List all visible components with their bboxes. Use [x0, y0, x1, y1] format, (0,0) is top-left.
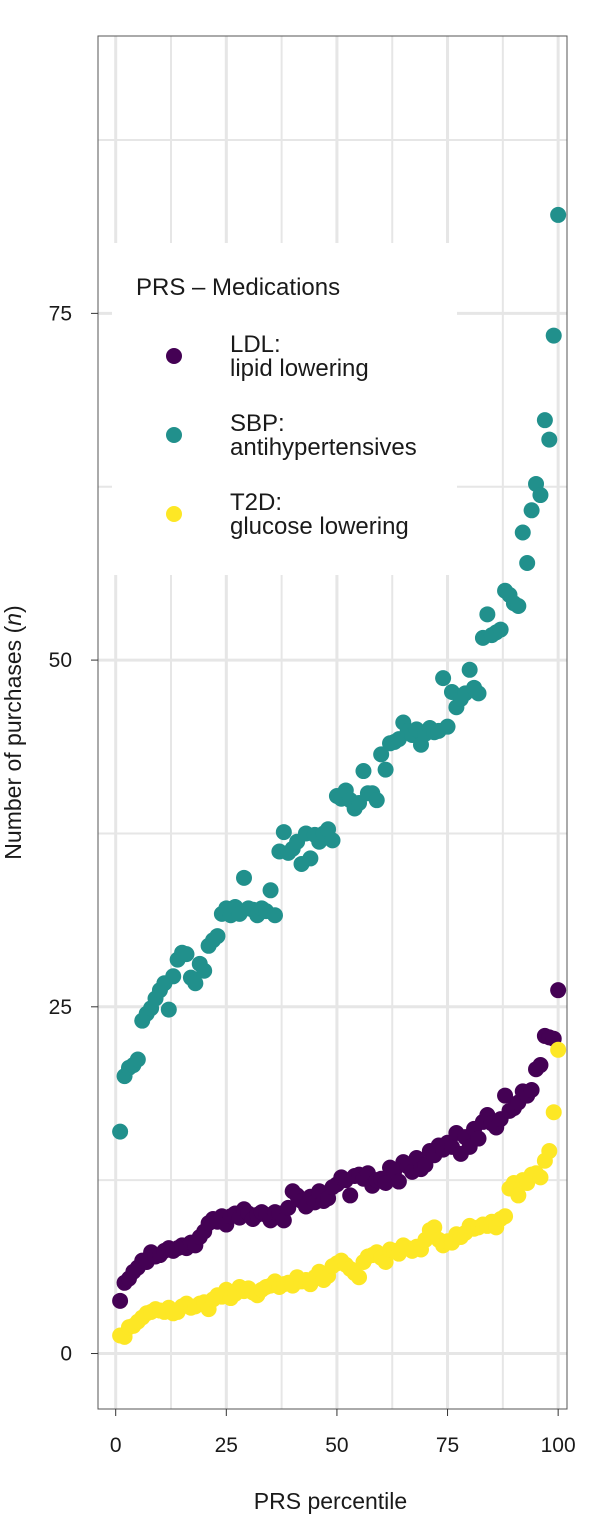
data-point — [373, 746, 390, 763]
data-points — [112, 206, 567, 1345]
data-point — [275, 824, 292, 841]
legend-label-t2d-line1: T2D: — [230, 489, 282, 516]
data-point — [368, 792, 385, 809]
data-point — [377, 761, 394, 778]
legend-label-sbp-line2: antihypertensives — [230, 434, 417, 461]
data-point — [112, 1292, 129, 1309]
y-axis-title-tail: ) — [0, 605, 26, 613]
data-point — [510, 598, 527, 615]
legend-label-t2d-line2: glucose lowering — [230, 513, 409, 540]
data-point — [550, 1041, 567, 1058]
data-point — [541, 1143, 558, 1160]
data-point — [280, 1199, 297, 1216]
y-axis-title-italic: n — [0, 613, 26, 626]
data-point — [187, 975, 204, 992]
x-tick-label: 75 — [436, 1434, 459, 1457]
data-point — [510, 1187, 527, 1204]
data-point — [377, 1174, 394, 1191]
legend-marker-sbp — [166, 427, 182, 443]
data-point — [550, 206, 567, 223]
data-point — [302, 850, 319, 867]
x-tick-label: 100 — [541, 1434, 576, 1457]
data-point — [541, 431, 558, 448]
series-t2d — [112, 1041, 567, 1345]
data-point — [236, 869, 253, 886]
y-axis-title: Number of purchases (n) — [0, 605, 26, 859]
y-tick-label: 50 — [49, 649, 72, 672]
legend-label-sbp-line1: SBP: — [230, 410, 285, 437]
data-point — [435, 670, 452, 687]
data-point — [160, 1001, 177, 1018]
data-point — [112, 1123, 129, 1140]
data-point — [426, 1219, 443, 1236]
data-point — [497, 1087, 514, 1104]
y-tick-label: 0 — [60, 1343, 72, 1366]
data-point — [470, 685, 487, 702]
legend-label-ldl-line1: LDL: — [230, 331, 281, 358]
legend-title: PRS – Medications — [136, 274, 340, 301]
plot-frame — [97, 35, 568, 1410]
axes: 0 25 50 75 100 0 25 50 75 — [49, 302, 576, 1457]
data-point — [262, 882, 279, 899]
x-tick-label: 50 — [325, 1434, 348, 1457]
data-point — [377, 1253, 394, 1270]
data-point — [178, 946, 195, 963]
legend-marker-ldl — [166, 348, 182, 364]
series-sbp — [112, 206, 567, 1140]
data-point — [324, 832, 341, 849]
data-point — [129, 1051, 146, 1068]
data-point — [545, 327, 562, 344]
data-point — [439, 718, 456, 735]
data-point — [390, 1173, 407, 1190]
data-point — [536, 412, 553, 429]
data-point — [266, 907, 283, 924]
legend-marker-t2d — [166, 506, 182, 522]
data-point — [492, 621, 509, 638]
x-tick-label: 0 — [110, 1434, 122, 1457]
data-point — [479, 606, 496, 623]
data-point — [461, 661, 478, 678]
y-tick-label: 75 — [49, 302, 72, 325]
data-point — [519, 555, 536, 572]
data-point — [532, 1169, 549, 1186]
data-point — [355, 763, 372, 780]
series-ldl — [112, 982, 567, 1309]
data-point — [209, 928, 226, 945]
data-point — [196, 962, 213, 979]
data-point — [470, 1130, 487, 1147]
x-axis-title: PRS percentile — [254, 1488, 407, 1514]
data-point — [275, 1212, 292, 1229]
data-point — [523, 502, 540, 519]
data-point — [532, 1057, 549, 1074]
data-point — [550, 982, 567, 999]
data-point — [545, 1104, 562, 1121]
data-point — [165, 968, 182, 985]
legend-label-ldl-line2: lipid lowering — [230, 355, 369, 382]
y-tick-label: 25 — [49, 996, 72, 1019]
x-tick-label: 25 — [215, 1434, 238, 1457]
data-point — [523, 1082, 540, 1099]
data-point — [532, 487, 549, 504]
data-point — [351, 1269, 368, 1286]
y-axis-title-main: Number of purchases ( — [0, 625, 26, 859]
data-point — [497, 1208, 514, 1225]
data-point — [514, 524, 531, 541]
legend: PRS – Medications LDL: lipid lowering SB… — [112, 243, 457, 575]
data-point — [342, 1187, 359, 1204]
